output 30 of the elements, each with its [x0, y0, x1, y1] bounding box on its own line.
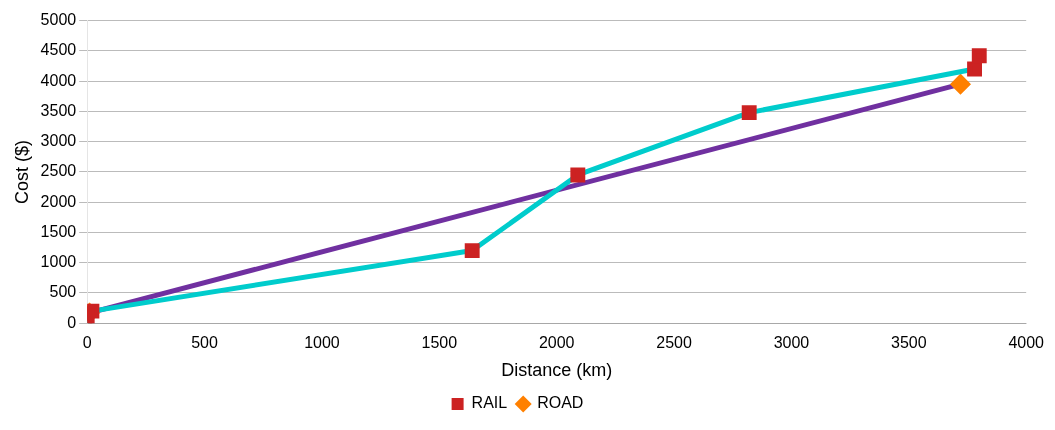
y-tick-label: 2000 [40, 192, 77, 210]
y-tick-label: 0 [67, 313, 77, 331]
point [971, 48, 987, 64]
y-tick-label: 2500 [40, 162, 77, 180]
y-tick-label: 1000 [40, 253, 77, 271]
point [741, 105, 757, 121]
y-axis-title: Cost ($) [11, 139, 32, 204]
y-tick-label: 4000 [40, 71, 77, 89]
x-tick-label: 2000 [538, 334, 575, 352]
x-tick-label: 500 [191, 334, 219, 352]
x-axis-title: Distance (km) [501, 360, 613, 381]
y-tick-label: 4500 [40, 41, 77, 59]
x-tick-label: 1000 [304, 334, 340, 352]
point [967, 61, 983, 77]
legend-label: RAIL [471, 394, 508, 412]
x-tick-label: 0 [82, 334, 92, 352]
y-tick-label: 3500 [40, 101, 77, 119]
x-tick-label: 4000 [1008, 334, 1045, 352]
legend-label: ROAD [537, 394, 584, 412]
y-tick-label: 3000 [40, 132, 77, 150]
x-tick-label: 3000 [773, 334, 810, 352]
y-tick-label: 500 [49, 283, 77, 301]
point [950, 74, 970, 94]
point [464, 243, 480, 259]
x-tick-label: 1500 [421, 334, 458, 352]
y-tick-label: 5000 [40, 11, 77, 29]
x-tick-label: 2500 [656, 334, 692, 352]
point [570, 167, 586, 183]
x-tick-label: 3500 [891, 334, 927, 352]
y-tick-label: 1500 [40, 222, 77, 240]
